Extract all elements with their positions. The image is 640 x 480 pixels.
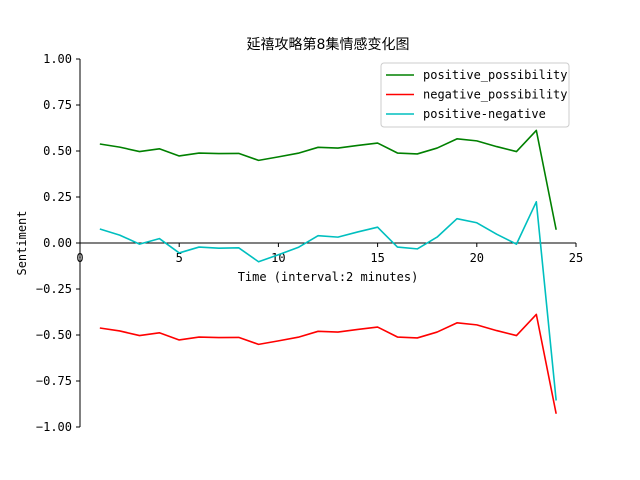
legend-label-positive_possibility: positive_possibility [423, 68, 568, 82]
y-tick-label: 0.25 [43, 190, 72, 204]
chart-title: 延禧攻略第8集情感变化图 [247, 36, 410, 53]
series-line-positive-negative [99, 200, 557, 401]
legend: positive_possibility negative_possibility… [380, 62, 570, 128]
y-tick-label: 1.00 [43, 52, 72, 66]
x-axis-label: Time (interval:2 minutes) [238, 270, 419, 284]
legend-label-positive-negative: positive-negative [423, 107, 546, 121]
y-tick-label: 0.50 [43, 144, 72, 158]
y-tick-label: 0.00 [43, 236, 72, 250]
legend-box [380, 62, 570, 128]
x-tick-label: 20 [470, 251, 484, 265]
legend-label-negative_possibility: negative_possibility [423, 88, 568, 102]
y-tick-label: −1.00 [36, 420, 72, 434]
x-tick-label: 25 [569, 251, 583, 265]
y-axis-label: Sentiment [15, 210, 29, 275]
series-line-positive_possibility [99, 129, 557, 230]
y-tick-label: −0.25 [36, 282, 72, 296]
x-ticks: 0 5 10 15 20 25 [76, 243, 583, 265]
y-tick-label: 0.75 [43, 98, 72, 112]
x-tick-label: 0 [76, 251, 83, 265]
series-lines [99, 129, 557, 414]
series-line-negative_possibility [99, 313, 557, 414]
y-tick-label: −0.75 [36, 374, 72, 388]
x-tick-label: 15 [370, 251, 384, 265]
x-tick-label: 5 [176, 251, 183, 265]
x-tick-label: 10 [271, 251, 285, 265]
y-ticks: 1.00 0.75 0.50 0.25 0.00 −0.25 −0.50 −0.75 −1.00 [36, 52, 80, 434]
y-tick-label: −0.50 [36, 328, 72, 342]
